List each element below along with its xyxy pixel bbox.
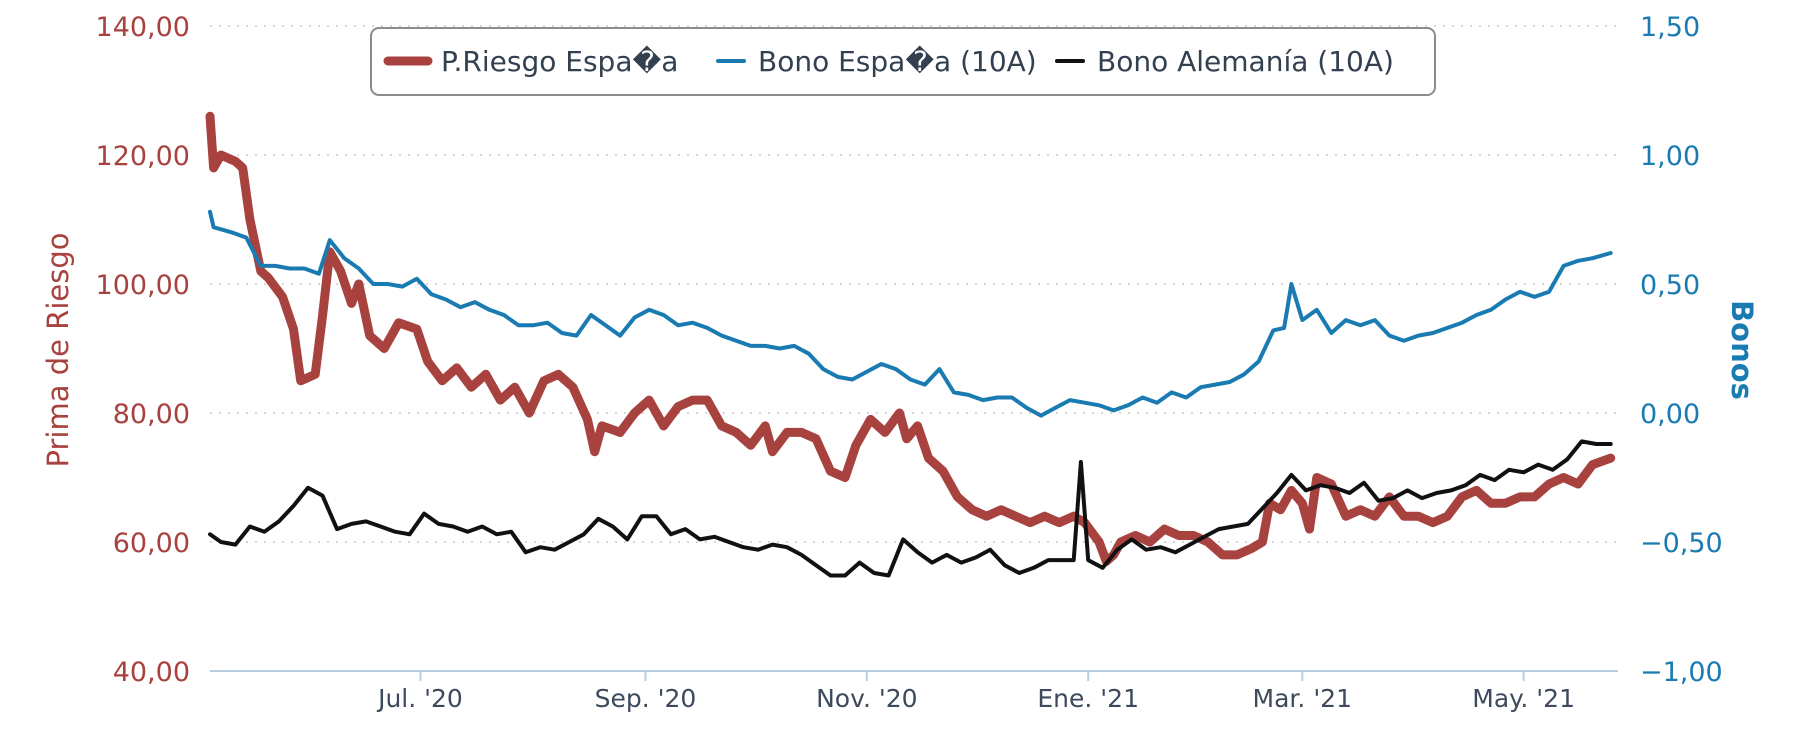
- legend-item-bono-espana[interactable]: Bono Espa�a (10A): [716, 45, 1037, 78]
- series-line-bono-espana: [208, 209, 1613, 418]
- y-right-tick-label: −0,50: [1640, 528, 1723, 559]
- series-lines: [205, 111, 1616, 578]
- series-line-bono-alemania: [208, 439, 1613, 578]
- legend[interactable]: P.Riesgo Espa�a Bono Espa�a (10A) Bono A…: [370, 27, 1436, 96]
- gridlines: [210, 25, 1618, 543]
- x-tick-label: Nov. '20: [816, 684, 917, 713]
- legend-item-prima-riesgo[interactable]: P.Riesgo Espa�a: [383, 45, 678, 78]
- y-left-tick-label: 80,00: [113, 399, 190, 430]
- y-axis-right-title: Bonos: [1725, 300, 1759, 400]
- y-right-tick-label: 1,00: [1640, 141, 1700, 172]
- x-tick-label: Ene. '21: [1037, 684, 1139, 713]
- y-left-tick-label: 120,00: [96, 141, 190, 172]
- x-tick-label: May. '21: [1472, 684, 1575, 713]
- y-right-tick-label: −1,00: [1640, 657, 1723, 688]
- legend-box: [370, 27, 1436, 96]
- y-left-tick-label: 40,00: [113, 657, 190, 688]
- x-tick-label: Jul. '20: [376, 684, 463, 713]
- legend-label-bono-espana: Bono Espa�a (10A): [758, 45, 1037, 78]
- legend-label-prima-riesgo: P.Riesgo Espa�a: [441, 45, 678, 78]
- legend-label-bono-alemania: Bono Alemanía (10A): [1097, 45, 1394, 78]
- y-left-tick-label: 100,00: [96, 270, 190, 301]
- y-right-tick-label: 0,00: [1640, 399, 1700, 430]
- x-tick-label: Sep. '20: [595, 684, 697, 713]
- x-tick-label: Mar. '21: [1253, 684, 1352, 713]
- y-right-tick-label: 1,50: [1640, 12, 1700, 43]
- series-line-prima-riesgo: [205, 111, 1616, 566]
- y-left-tick-label: 60,00: [113, 528, 190, 559]
- y-axis-left-title: Prima de Riesgo: [41, 233, 75, 468]
- y-right-tick-label: 0,50: [1640, 270, 1700, 301]
- axes: 40,00 60,00 80,00 100,00 120,00 140,00 −1,00 −0…: [96, 12, 1723, 713]
- y-left-tick-label: 140,00: [96, 12, 190, 43]
- legend-item-bono-alemania[interactable]: Bono Alemanía (10A): [1055, 45, 1394, 78]
